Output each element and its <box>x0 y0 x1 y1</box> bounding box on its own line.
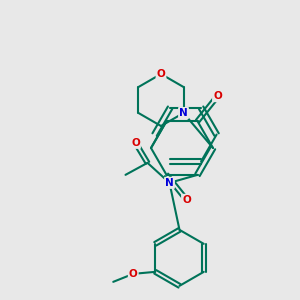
Text: N: N <box>179 108 188 118</box>
Text: O: O <box>213 91 222 101</box>
Text: O: O <box>131 138 140 148</box>
Text: O: O <box>157 69 165 79</box>
Text: O: O <box>182 195 191 205</box>
Text: O: O <box>129 269 138 279</box>
Text: N: N <box>165 178 174 188</box>
